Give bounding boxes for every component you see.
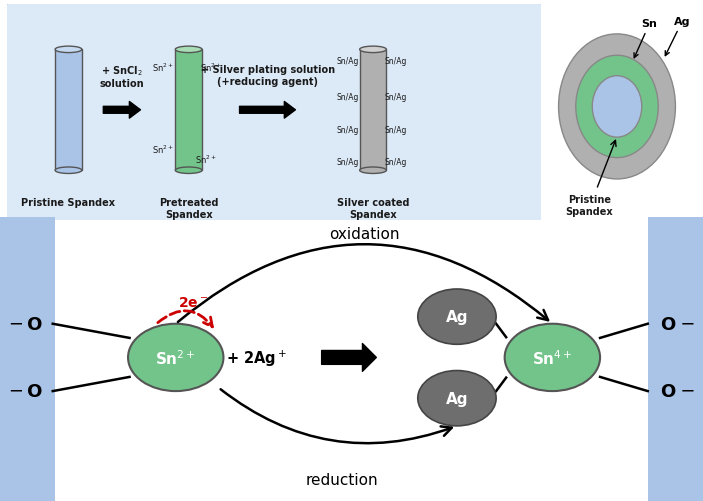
Ellipse shape [360, 168, 387, 174]
Circle shape [576, 56, 658, 158]
Text: + 2Ag$^+$: + 2Ag$^+$ [226, 348, 287, 368]
Circle shape [418, 290, 496, 345]
FancyBboxPatch shape [1, 3, 547, 225]
Text: Pristine Spandex: Pristine Spandex [22, 198, 115, 208]
Text: O ─: O ─ [661, 315, 693, 333]
Ellipse shape [175, 168, 202, 174]
Text: Sn$^{2+}$: Sn$^{2+}$ [195, 153, 217, 165]
Text: Pristine
Spandex: Pristine Spandex [566, 194, 613, 216]
Text: reduction: reduction [305, 472, 378, 487]
Text: Sn$^{4+}$: Sn$^{4+}$ [532, 348, 573, 367]
Ellipse shape [360, 47, 387, 54]
Bar [175, 50, 202, 171]
Text: Pretreated
Spandex: Pretreated Spandex [159, 198, 219, 219]
Text: Sn/Ag: Sn/Ag [336, 125, 359, 134]
Bar [647, 218, 703, 501]
Text: oxidation: oxidation [329, 226, 399, 241]
Text: Sn$^{2+}$: Sn$^{2+}$ [152, 61, 174, 74]
Text: Sn/Ag: Sn/Ag [336, 158, 359, 167]
FancyArrowPatch shape [178, 244, 548, 322]
FancyArrowPatch shape [157, 311, 212, 327]
Text: Sn/Ag: Sn/Ag [385, 125, 407, 134]
Circle shape [505, 324, 600, 391]
Text: O ─: O ─ [661, 382, 693, 400]
Text: Sn/Ag: Sn/Ag [385, 158, 407, 167]
Text: Sn/Ag: Sn/Ag [385, 57, 407, 66]
Text: Sn: Sn [634, 19, 657, 59]
Text: Sn/Ag: Sn/Ag [336, 57, 359, 66]
FancyArrowPatch shape [322, 344, 376, 372]
Bar [55, 50, 82, 171]
Text: Silver coated
Spandex: Silver coated Spandex [337, 198, 409, 219]
Text: Sn$^{2+}$: Sn$^{2+}$ [152, 143, 174, 155]
Circle shape [559, 35, 676, 180]
Text: Ag: Ag [665, 17, 690, 57]
Ellipse shape [175, 47, 202, 54]
Bar [360, 50, 387, 171]
Text: 2e$^-$: 2e$^-$ [179, 295, 208, 309]
Text: ─ O: ─ O [10, 382, 42, 400]
Text: Sn/Ag: Sn/Ag [336, 93, 359, 102]
Circle shape [128, 324, 224, 391]
Text: + Silver plating solution
(+reducing agent): + Silver plating solution (+reducing age… [200, 65, 335, 87]
FancyArrowPatch shape [221, 389, 452, 443]
Text: Sn$^{2+}$: Sn$^{2+}$ [155, 348, 196, 367]
Text: + SnCl$_2$
solution: + SnCl$_2$ solution [100, 64, 144, 89]
Circle shape [418, 371, 496, 426]
Text: ─ O: ─ O [10, 315, 42, 333]
FancyArrowPatch shape [103, 102, 141, 119]
Ellipse shape [55, 168, 82, 174]
Bar [0, 218, 56, 501]
Text: Sn/Ag: Sn/Ag [385, 93, 407, 102]
Text: Ag: Ag [446, 310, 468, 325]
FancyArrowPatch shape [240, 102, 295, 119]
Text: Ag: Ag [446, 391, 468, 406]
Ellipse shape [55, 47, 82, 54]
Text: Sn$^{2+}$: Sn$^{2+}$ [200, 61, 222, 74]
Circle shape [592, 77, 642, 138]
